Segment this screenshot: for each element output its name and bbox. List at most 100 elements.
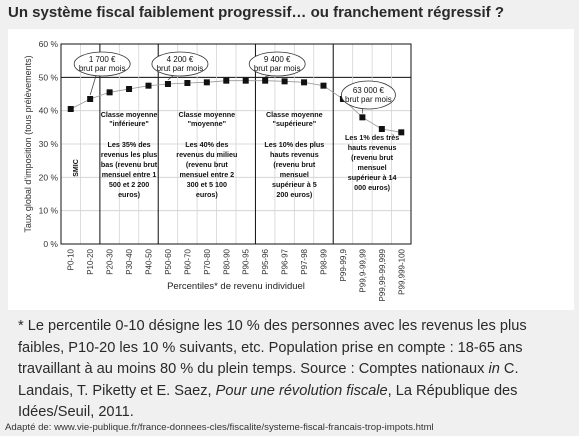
group-description-line: mensuel	[358, 163, 387, 172]
y-tick-label: 10 %	[39, 206, 59, 216]
group-description-line: hauts revenus	[270, 150, 319, 159]
group-description-line: mensuel entre 2	[179, 170, 234, 179]
group-description-line: bas (revenu brut	[101, 160, 158, 169]
group-description-line: 200 euros)	[276, 190, 313, 199]
x-tick-label: P80-90	[222, 248, 231, 274]
group-heading: Classe moyenne "supérieure"	[266, 110, 323, 128]
plot-frame	[60, 43, 412, 245]
group-description-line: mensuel	[280, 170, 309, 179]
group-description-line: (revenu brut	[351, 153, 394, 162]
callout-bubble	[248, 51, 306, 77]
footnote: * Le percentile 0-10 désigne les 10 % de…	[18, 316, 574, 424]
footnote-authors: C. Landais, T. Piketty et E. Saez,	[18, 361, 519, 399]
callout-label-line: 1 700 €	[89, 55, 116, 64]
callout-pointer	[89, 74, 97, 96]
data-point	[126, 86, 133, 92]
data-point	[281, 78, 288, 85]
group-description-line: revenus du milieu	[176, 150, 237, 159]
group-description-line: euros)	[118, 190, 141, 199]
callout-bubble	[340, 80, 396, 110]
data-point	[106, 89, 113, 96]
group-description-line: euros)	[196, 190, 219, 199]
data-point	[164, 81, 171, 87]
group-description-line: Les 1% des très	[345, 133, 399, 142]
data-point	[203, 79, 210, 86]
y-axis-label: Taux global d'imposition (tous prélèveme…	[23, 55, 33, 232]
data-point	[359, 114, 366, 121]
group-heading: Classe moyenne "inférieure"	[101, 110, 158, 128]
group-heading-line: "inférieure"	[109, 119, 149, 128]
callout-label: 4 200 € brut par mois	[157, 55, 204, 73]
footnote-book-title: Pour une révolution fiscale	[215, 382, 388, 399]
group-description: Les 35% des revenus les plus bas (revenu b…	[101, 140, 158, 199]
page-title: Un système fiscal faiblement progressif……	[8, 4, 504, 21]
callout-label-line: 63 000 €	[353, 86, 385, 95]
callout-label-line: 9 400 €	[264, 55, 291, 64]
callout-label-line: brut par mois	[345, 95, 392, 104]
x-tick-label: P98-99	[320, 248, 329, 274]
x-tick-label: P96-97	[281, 248, 290, 274]
x-tick-label: P90-95	[242, 248, 251, 274]
y-tick-label: 60 %	[39, 39, 59, 49]
x-axis-label: Percentiles* de revenu individuel	[167, 281, 305, 292]
x-tick-label: P0-10	[67, 248, 76, 270]
y-tick-label: 40 %	[39, 106, 59, 116]
group-heading-line: "moyenne"	[188, 119, 226, 128]
group-description-line: 000 euros)	[354, 183, 391, 192]
callout-label-line: brut par mois	[79, 64, 126, 73]
y-tick-label: 30 %	[39, 139, 59, 149]
x-tick-label: P99,9-99,99	[358, 248, 367, 292]
footnote-publisher: , La République des Idées/Seuil, 2011.	[18, 382, 518, 421]
x-tick-label: P50-60	[164, 248, 173, 274]
x-tick-label: P30-40	[125, 248, 134, 274]
x-tick-label: P10-20	[86, 248, 95, 274]
x-tick-label: P99,99-99,999	[378, 248, 387, 301]
x-tick-label: P20-30	[106, 248, 115, 274]
x-tick-label: P70-80	[203, 248, 212, 274]
axes: 0 % 10 % 20 % 30 % 40 % 50 % 60 % Taux global d…	[23, 39, 406, 302]
callout-label: 63 000 € brut par mois	[345, 86, 392, 104]
data-point	[320, 82, 327, 89]
data-point	[184, 80, 191, 86]
callout-label: 1 700 € brut par mois	[79, 55, 126, 73]
x-tick-label: P40-50	[145, 248, 154, 274]
group-description-line: supérieur à 5	[272, 180, 317, 189]
footnote-in: in	[488, 361, 500, 377]
source-line: Adapté de: www.vie-publique.fr/france-do…	[5, 422, 434, 433]
data-point	[242, 77, 249, 84]
callout-label-line: brut par mois	[157, 64, 204, 73]
callout-bubble	[73, 51, 131, 77]
x-tick-label: P99-99,9	[339, 248, 348, 281]
group-heading-line: "supérieure"	[273, 119, 317, 128]
callout-label-line: 4 200 €	[167, 55, 194, 64]
callout-label-line: brut par mois	[254, 64, 301, 73]
data-point	[301, 79, 308, 86]
group-description: Les 1% des très hauts revenus (revenu brut…	[345, 133, 399, 192]
data-point	[262, 77, 269, 84]
data-point	[378, 126, 385, 132]
group-description-line: (revenu brut	[186, 160, 229, 169]
group-description-line: Les 35% des	[107, 140, 150, 149]
data-point	[223, 77, 230, 84]
group-description: Les 40% des revenus du milieu (revenu brut…	[176, 140, 237, 199]
group-description-line: 300 et 5 100	[187, 180, 227, 189]
group-description-line: mensuel entre 1	[102, 170, 157, 179]
group-description: Les 10% des plus hauts revenus (revenu bru…	[264, 140, 324, 199]
y-tick-label: 0 %	[43, 239, 58, 249]
callout-label: 9 400 € brut par mois	[254, 55, 301, 73]
footnote-text: * Le percentile 0-10 désigne les 10 % de…	[18, 318, 527, 377]
data-point	[398, 129, 405, 136]
x-tick-label: P95-96	[261, 248, 270, 274]
data-point	[145, 82, 152, 89]
group-description-line: hauts revenus	[348, 143, 397, 152]
group-heading-line: Classe moyenne	[266, 110, 323, 119]
group-heading-line: Classe moyenne	[101, 110, 158, 119]
y-tick-label: 50 %	[39, 72, 59, 82]
group-description-line: revenus les plus	[101, 150, 157, 159]
group-description-line: Les 40% des	[185, 140, 228, 149]
data-point	[87, 96, 94, 102]
data-point	[67, 106, 74, 112]
